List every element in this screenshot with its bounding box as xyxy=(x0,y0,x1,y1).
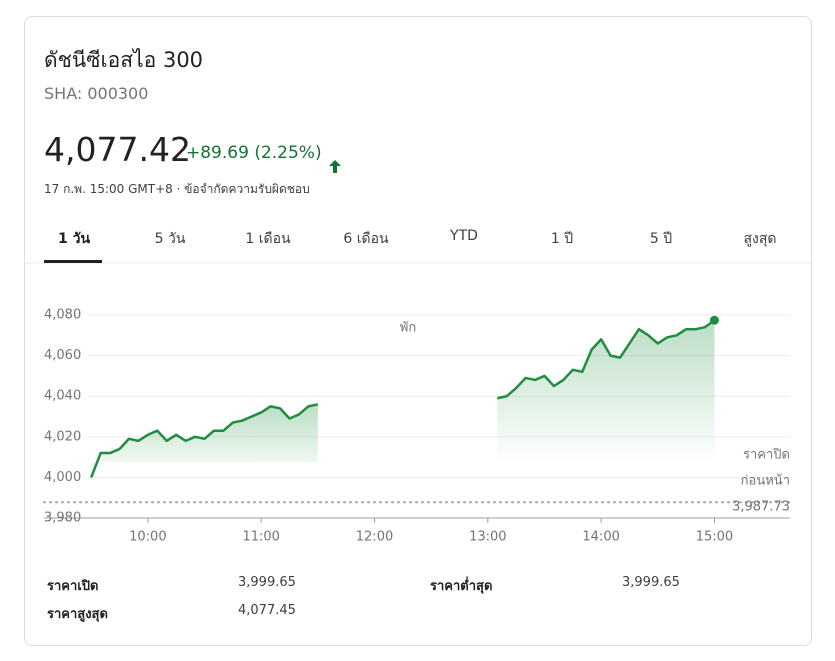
tab-underline xyxy=(44,260,102,263)
stat-label: ราคาต่ำสุด xyxy=(430,579,493,594)
card xyxy=(24,16,812,646)
tab[interactable]: 5 ปี xyxy=(649,231,673,247)
change: +89.69 (2.25%) xyxy=(186,143,322,163)
stat-value: 3,999.65 xyxy=(622,575,680,590)
y-tick-label: 3,980 xyxy=(44,511,81,526)
area xyxy=(91,404,318,478)
x-tick-label: 13:00 xyxy=(469,530,506,545)
line xyxy=(90,403,319,478)
previous-close-value: 3,987.73 xyxy=(732,500,790,515)
symbol: SHA: 000300 xyxy=(44,84,149,103)
up-arrow xyxy=(329,160,341,173)
stat-label: ราคาสูงสุด xyxy=(47,607,108,622)
y-tick-label: 4,040 xyxy=(44,389,81,404)
x-tick-label: 14:00 xyxy=(582,530,619,545)
previous-close-text: ราคาปิด xyxy=(743,448,790,463)
tab[interactable]: 5 วัน xyxy=(154,231,186,247)
stat-value: 4,077.45 xyxy=(238,603,296,618)
area xyxy=(497,320,715,462)
break-label: พัก xyxy=(400,321,416,336)
tab[interactable]: 1 ปี xyxy=(550,231,574,247)
title: ดัชนีซีเอสไอ 300 xyxy=(44,48,204,72)
timestamp: 17 ก.พ. 15:00 GMT+8 · ข้อจำกัดความรับผิด… xyxy=(44,182,310,196)
y-tick-label: 4,020 xyxy=(44,429,81,444)
stat-label: ราคาเปิด xyxy=(47,579,99,594)
x-tick-label: 11:00 xyxy=(242,530,279,545)
tab[interactable]: 1 เดือน xyxy=(245,231,291,247)
y-tick-label: 4,060 xyxy=(44,348,81,363)
y-tick-label: 4,080 xyxy=(44,308,81,323)
price: 4,077.42 xyxy=(44,130,191,169)
last-point xyxy=(709,315,719,325)
x-tick-label: 12:00 xyxy=(356,530,393,545)
stat-value: 3,999.65 xyxy=(238,575,296,590)
y-tick-label: 4,000 xyxy=(44,470,81,485)
tab[interactable]: 1 วัน xyxy=(57,231,91,247)
tab[interactable]: YTD xyxy=(450,228,478,244)
tab[interactable]: สูงสุด xyxy=(743,231,777,247)
x-tick-label: 15:00 xyxy=(696,530,733,545)
x-tick-label: 10:00 xyxy=(129,530,166,545)
line xyxy=(497,319,716,400)
previous-close-text: ก่อนหน้า xyxy=(741,474,790,489)
tab[interactable]: 6 เดือน xyxy=(343,231,389,247)
